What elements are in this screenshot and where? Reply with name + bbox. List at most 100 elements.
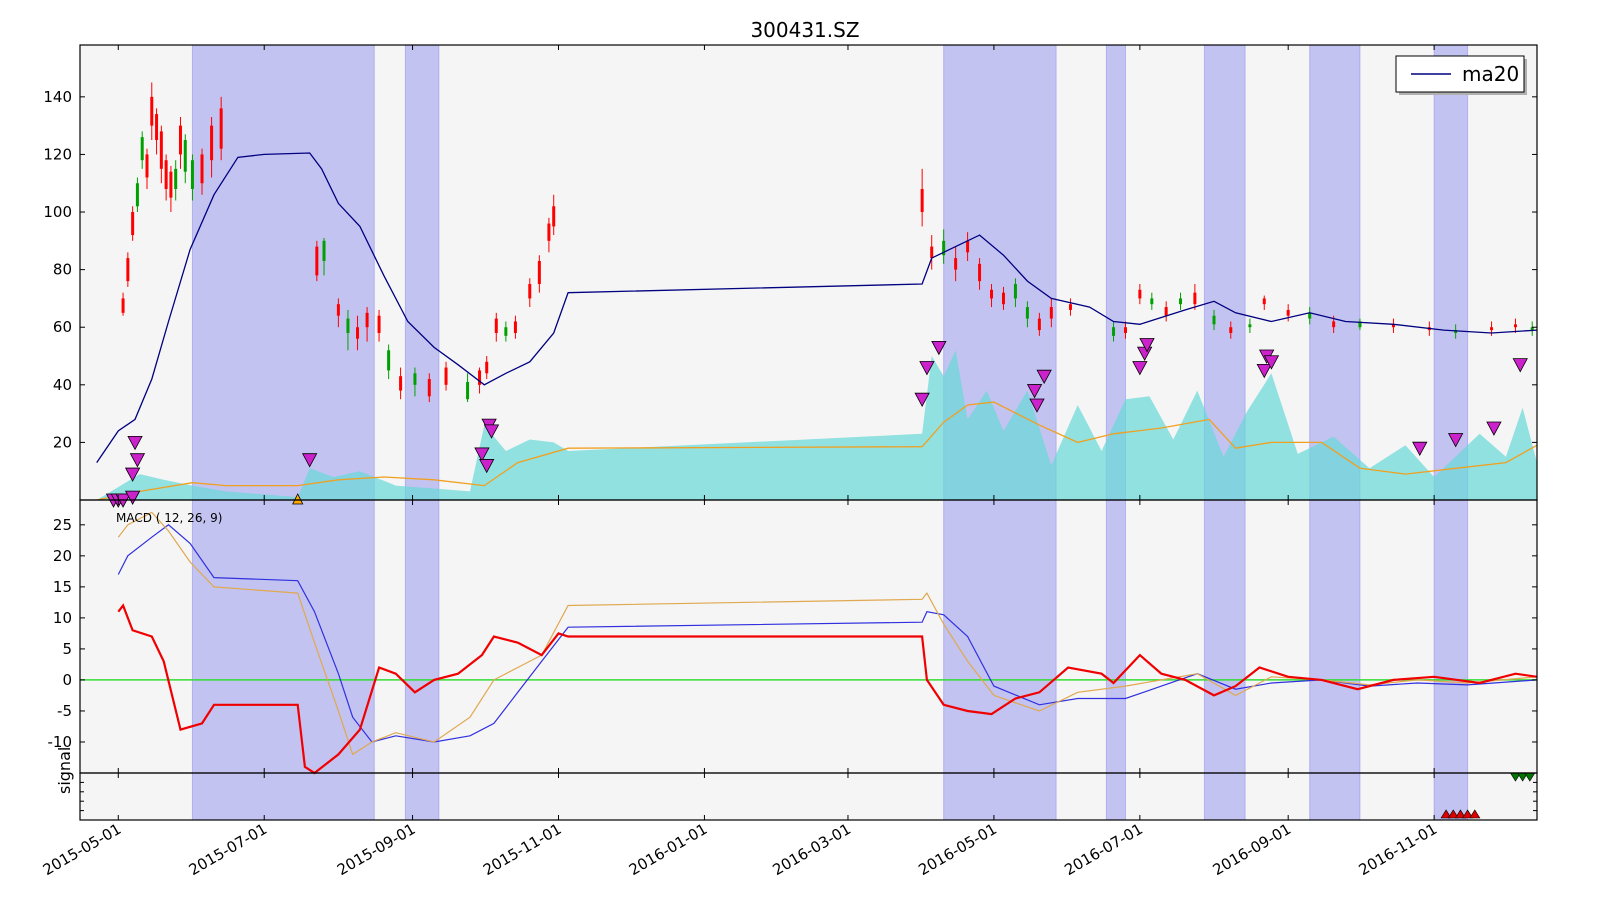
sell-marker [483, 424, 500, 439]
candle-body [399, 376, 403, 391]
candle-body [990, 289, 994, 299]
macd-y-tick-label: 15 [53, 578, 72, 596]
candle-body [1164, 307, 1168, 316]
candle-body [126, 258, 130, 282]
candle-body [1530, 327, 1534, 331]
candle-body [966, 240, 970, 253]
sell-marker [1486, 421, 1502, 436]
candle-body [427, 379, 431, 397]
candle-body [200, 154, 204, 184]
x-tick-label: 2016-05-01 [915, 820, 1000, 879]
candle-body [978, 263, 982, 282]
volume-area [96, 350, 1537, 500]
macd-dif-line [117, 524, 1538, 743]
x-tick-label: 2016-11-01 [1356, 820, 1441, 879]
candle-body [121, 298, 125, 313]
candle-body [466, 381, 470, 400]
candle-body [174, 168, 178, 189]
macd-y-tick-label: 5 [62, 640, 72, 658]
candle-body [155, 114, 159, 141]
sell-marker [1026, 384, 1043, 399]
candle-body [528, 284, 532, 299]
candle-body [150, 96, 154, 126]
candle-body [954, 258, 958, 270]
candle-body [1112, 327, 1116, 336]
x-tick-label: 2015-11-01 [480, 820, 565, 879]
sell-marker [914, 392, 930, 408]
sell-marker [1132, 361, 1148, 376]
sell-marker [919, 361, 935, 376]
highlight-band [1309, 44, 1361, 821]
macd-y-tick-label: 10 [53, 609, 72, 627]
sell-marker [931, 340, 947, 356]
signal-marker-red [1447, 809, 1459, 819]
candle-body [1513, 324, 1517, 328]
candle-body [145, 154, 149, 178]
candle-body [219, 108, 223, 149]
candle-body [183, 140, 187, 172]
sell-marker [1512, 358, 1528, 373]
sell-marker [1263, 355, 1280, 370]
sell-marker [1256, 364, 1272, 379]
candle-body [1037, 318, 1041, 331]
highlight-band [1433, 44, 1469, 821]
candle-body [1490, 327, 1494, 331]
price-secondary-line [96, 401, 1537, 500]
candle-body [1013, 284, 1017, 299]
candle-body [1308, 312, 1312, 319]
candle-body [159, 131, 163, 169]
candle-body [315, 246, 319, 276]
x-tick-label: 2016-03-01 [769, 820, 854, 879]
candle-body [1179, 298, 1183, 305]
candle-body [178, 125, 182, 155]
candle-body [1358, 321, 1362, 328]
candle-body [169, 171, 173, 198]
sell-marker [1447, 433, 1464, 448]
candle-body [210, 125, 214, 161]
x-tick-label: 2016-07-01 [1061, 820, 1146, 879]
candle-body [356, 327, 360, 339]
candle-body [135, 183, 139, 207]
x-tick-label: 2015-07-01 [186, 820, 271, 879]
candle-body [1123, 327, 1127, 333]
candle-body [494, 318, 498, 333]
candle-body [190, 160, 194, 189]
candle-body [552, 206, 556, 227]
candle-body [1286, 309, 1290, 316]
sell-marker [1139, 338, 1155, 353]
candle-body [365, 312, 369, 328]
candle-body [1332, 321, 1336, 328]
signal-marker-red [1440, 809, 1452, 819]
buy-marker [292, 493, 304, 505]
signal-marker-red [1469, 809, 1481, 819]
sell-marker [474, 447, 490, 462]
candle-body [942, 240, 946, 256]
macd-hist-line [117, 603, 1538, 775]
sell-marker [1029, 398, 1045, 413]
candle-body [920, 188, 924, 213]
price-y-tick-label: 80 [53, 261, 72, 279]
candle-body [1025, 307, 1029, 319]
x-tick-label: 2015-09-01 [334, 820, 419, 879]
candle-body [504, 327, 508, 336]
macd-y-tick-label: -10 [48, 733, 73, 751]
macd-dea-line [117, 511, 1538, 756]
candle-body [387, 350, 391, 371]
x-tick-label: 2015-05-01 [40, 820, 125, 879]
candle-body [1454, 330, 1458, 333]
ma20-line [96, 152, 1537, 463]
highlight-band [404, 44, 440, 821]
price-y-tick-label: 120 [43, 145, 72, 163]
sell-marker [1036, 369, 1052, 385]
signal-marker-red [1454, 809, 1466, 819]
candle-body [537, 260, 541, 285]
candle-body [1001, 292, 1005, 305]
legend: ma20 [1395, 55, 1527, 95]
price-y-tick-label: 40 [53, 376, 72, 394]
candle-body [1193, 292, 1197, 305]
sell-marker [129, 453, 146, 468]
candle-body [444, 367, 448, 385]
price-y-tick-label: 20 [53, 433, 72, 451]
candle-body [377, 315, 381, 333]
sell-marker [1412, 441, 1428, 457]
